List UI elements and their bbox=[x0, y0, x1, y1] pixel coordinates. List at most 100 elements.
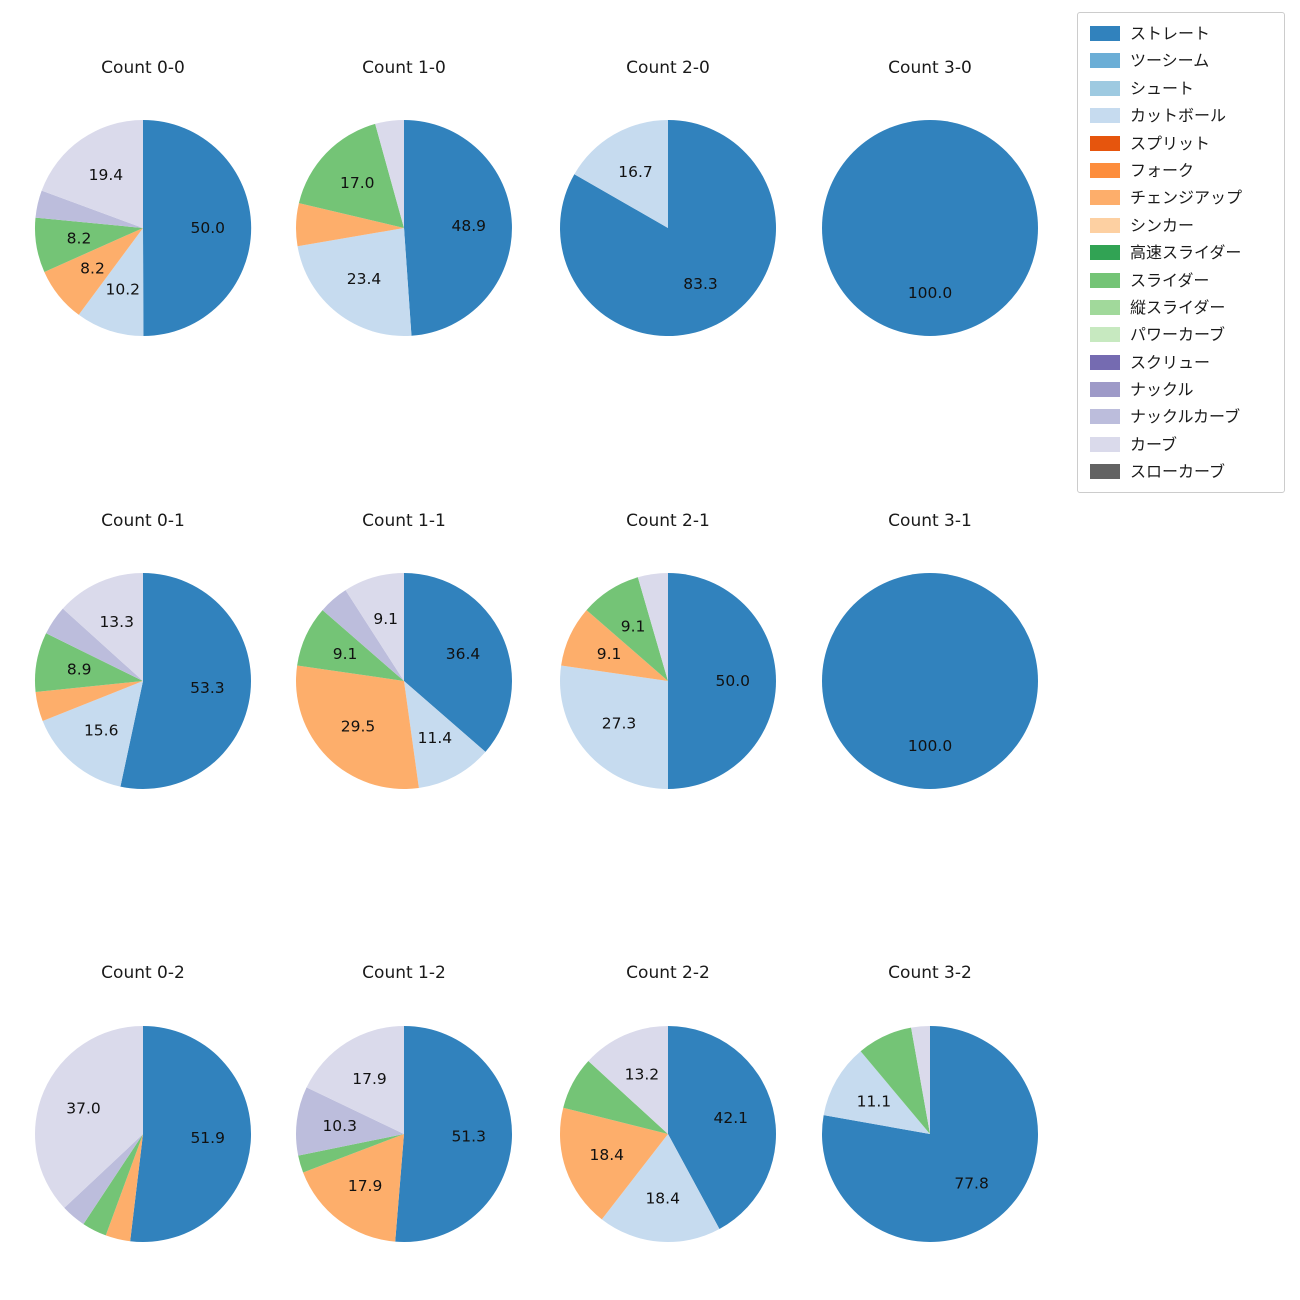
pie-slice-チェンジアップ bbox=[105, 1134, 143, 1242]
pie-slice-カーブ bbox=[911, 1026, 930, 1134]
legend-item: 高速スライダー bbox=[1090, 242, 1272, 263]
pie-slice-ストレート bbox=[404, 573, 512, 752]
chart-title: Count 0-1 bbox=[101, 511, 185, 531]
pie-slice-カーブ bbox=[588, 1026, 668, 1134]
pie-slice-カーブ bbox=[306, 1026, 404, 1134]
legend-swatch-icon bbox=[1090, 80, 1120, 96]
pie-percentage-label: 77.8 bbox=[954, 1175, 989, 1193]
pie-slice-ストレート bbox=[143, 119, 252, 336]
pie-percentage-label: 100.0 bbox=[908, 284, 952, 302]
pie-percentage-label: 23.4 bbox=[347, 270, 382, 288]
pie-percentage-label: 50.0 bbox=[191, 219, 226, 237]
pie-slice-ストレート bbox=[822, 1026, 1039, 1242]
pie-slice-ナックルカーブ bbox=[296, 1087, 404, 1156]
pie-slice-カットボール bbox=[42, 681, 143, 787]
pie-percentage-label: 11.4 bbox=[418, 729, 453, 747]
pie-slice-チェンジアップ bbox=[296, 665, 419, 789]
legend-swatch-icon bbox=[1090, 245, 1120, 261]
pie-slice-チェンジアップ bbox=[303, 1134, 404, 1242]
pie-slice-ストレート bbox=[668, 573, 776, 789]
legend-item: ストレート bbox=[1090, 23, 1272, 44]
legend-label: ツーシーム bbox=[1130, 51, 1210, 71]
legend-swatch-icon bbox=[1090, 53, 1120, 69]
pie-percentage-label: 29.5 bbox=[341, 718, 376, 736]
pie-slice-ストレート bbox=[404, 120, 512, 336]
pie-slice-ナックルカーブ bbox=[322, 590, 404, 681]
pie-percentage-label: 17.9 bbox=[348, 1177, 383, 1195]
legend-label: スライダー bbox=[1130, 270, 1210, 290]
chart-title: Count 1-1 bbox=[362, 511, 446, 531]
legend-item: チェンジアップ bbox=[1090, 187, 1272, 208]
pie-slice-スライダー bbox=[83, 1134, 143, 1236]
pie-percentage-label: 100.0 bbox=[908, 737, 952, 755]
legend-item: スプリット bbox=[1090, 133, 1272, 154]
legend-label: スプリット bbox=[1130, 133, 1211, 153]
pie-percentage-label: 36.4 bbox=[446, 645, 481, 663]
chart-title: Count 2-1 bbox=[626, 511, 710, 531]
pie-slice-スライダー bbox=[34, 217, 144, 272]
legend-swatch-icon bbox=[1090, 382, 1120, 398]
legend-label: ストレート bbox=[1130, 24, 1211, 43]
pie-slice-スライダー bbox=[860, 1027, 930, 1134]
legend-label: シンカー bbox=[1130, 215, 1195, 235]
legend-swatch-icon bbox=[1090, 464, 1120, 480]
pie-slice-カーブ bbox=[345, 573, 404, 681]
legend-item: パワーカーブ bbox=[1090, 324, 1272, 345]
pie-percentage-label: 8.2 bbox=[67, 229, 92, 247]
pie-percentage-label: 16.7 bbox=[618, 163, 653, 181]
pie-slice-ストレート bbox=[822, 573, 1038, 789]
pie-percentage-label: 53.3 bbox=[190, 679, 225, 697]
chart-title: Count 0-0 bbox=[101, 58, 185, 78]
chart-title: Count 2-0 bbox=[626, 58, 710, 78]
legend-swatch-icon bbox=[1090, 436, 1120, 452]
pie-percentage-label: 13.3 bbox=[99, 613, 134, 631]
legend-label: チェンジアップ bbox=[1130, 188, 1243, 208]
pie-slice-チェンジアップ bbox=[296, 203, 404, 247]
pie-slice-ストレート bbox=[822, 120, 1038, 336]
legend-label: カーブ bbox=[1130, 434, 1178, 454]
pie-slice-カーブ bbox=[637, 573, 668, 681]
legend-swatch-icon bbox=[1090, 354, 1120, 370]
pie-slice-ストレート bbox=[120, 573, 252, 790]
pie-percentage-label: 9.1 bbox=[333, 645, 358, 663]
legend-item: スクリュー bbox=[1090, 352, 1272, 373]
pie-percentage-label: 51.3 bbox=[451, 1128, 486, 1146]
legend-item: カーブ bbox=[1090, 434, 1272, 455]
chart-title: Count 0-2 bbox=[101, 963, 185, 983]
pie-percentage-label: 27.3 bbox=[602, 714, 637, 732]
legend-swatch-icon bbox=[1090, 299, 1120, 315]
pie-slice-ストレート bbox=[668, 1026, 777, 1229]
pie-percentage-label: 9.1 bbox=[621, 617, 646, 635]
pie-slice-チェンジアップ bbox=[44, 228, 144, 315]
pie-percentage-label: 8.9 bbox=[67, 661, 92, 679]
chart-title: Count 3-1 bbox=[888, 511, 972, 531]
pie-slice-カットボール bbox=[560, 665, 668, 789]
pie-slice-カットボール bbox=[78, 228, 144, 337]
pie-slice-カーブ bbox=[41, 120, 143, 228]
legend-swatch-icon bbox=[1090, 190, 1120, 206]
legend-swatch-icon bbox=[1090, 327, 1120, 343]
chart-title: Count 2-2 bbox=[626, 963, 710, 983]
pie-percentage-label: 37.0 bbox=[66, 1099, 101, 1117]
legend-item: 縦スライダー bbox=[1090, 297, 1272, 318]
pie-percentage-label: 11.1 bbox=[857, 1093, 892, 1111]
pie-slice-カーブ bbox=[375, 120, 404, 228]
legend-item: フォーク bbox=[1090, 160, 1272, 181]
pie-slice-カットボール bbox=[404, 681, 486, 788]
legend-label: ナックルカーブ bbox=[1130, 407, 1241, 427]
legend-label: パワーカーブ bbox=[1130, 325, 1226, 345]
pie-slice-スライダー bbox=[34, 633, 144, 693]
pie-percentage-label: 42.1 bbox=[714, 1109, 749, 1127]
legend-label: カットボール bbox=[1130, 106, 1227, 126]
pie-percentage-label: 18.4 bbox=[590, 1146, 625, 1164]
pie-slice-チェンジアップ bbox=[560, 1107, 668, 1220]
legend-swatch-icon bbox=[1090, 217, 1120, 233]
pie-slice-ナックルカーブ bbox=[64, 1134, 143, 1225]
chart-title: Count 1-0 bbox=[362, 58, 446, 78]
pie-percentage-label: 18.4 bbox=[645, 1190, 680, 1208]
pie-slice-ストレート bbox=[130, 1026, 252, 1242]
pie-slice-スライダー bbox=[586, 577, 668, 681]
legend-label: フォーク bbox=[1130, 160, 1195, 180]
